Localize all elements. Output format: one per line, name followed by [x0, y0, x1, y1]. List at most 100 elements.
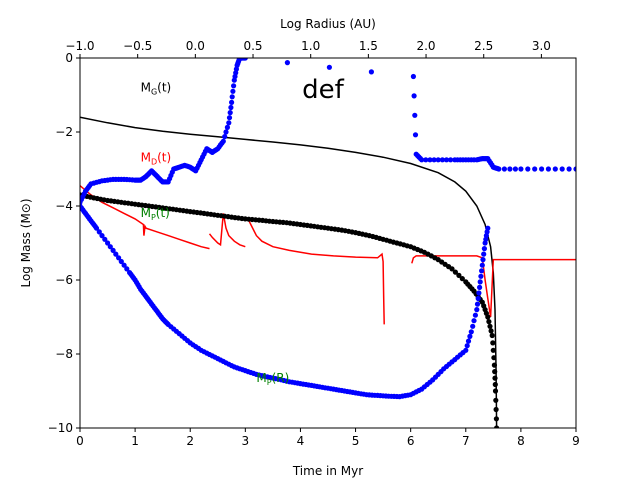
y-tick-label: −10 [48, 421, 73, 435]
x2-tick-label: 1.0 [301, 39, 320, 53]
data-point [96, 229, 102, 235]
data-point [368, 69, 374, 75]
x2-tick-label: −0.5 [123, 39, 152, 53]
series-1 [80, 185, 576, 325]
data-point [110, 247, 116, 253]
x2-tick-label: 3.0 [532, 39, 551, 53]
y-tick-label: −4 [55, 199, 73, 213]
data-point [113, 251, 119, 257]
data-point [439, 157, 445, 163]
data-point [412, 132, 419, 138]
data-point [485, 225, 491, 231]
data-point [226, 120, 232, 126]
data-point [431, 157, 437, 163]
data-point [477, 279, 483, 285]
x2-tick-label: 2.5 [474, 39, 493, 53]
data-point [493, 416, 499, 422]
data-point [435, 157, 441, 163]
data-point [99, 233, 105, 239]
data-point [118, 258, 124, 265]
data-point [456, 272, 462, 278]
data-point [479, 262, 485, 268]
data-point [465, 338, 472, 344]
data-point [227, 110, 233, 116]
data-point [223, 129, 229, 135]
plot-series-layer [80, 58, 576, 428]
data-point [471, 318, 477, 324]
data-point [512, 166, 519, 172]
data-point [463, 347, 469, 353]
data-point [410, 73, 416, 80]
data-point [501, 166, 507, 172]
data-point [443, 157, 450, 163]
data-point [559, 166, 565, 172]
series-annotation: MG(t) [141, 80, 172, 96]
data-point [475, 295, 481, 302]
data-point [468, 329, 474, 335]
y-tick-label: 0 [65, 51, 73, 65]
data-point [326, 64, 332, 70]
x2-tick-label: −1.0 [65, 39, 94, 53]
data-point [532, 166, 538, 172]
data-point [93, 225, 100, 231]
axes-layer: 0 1 2 3 4 5 6 7 8 9 0 −2 −4 −6 −8 −10 −1.0 −0.5 0.0 0.5 1.0 1… [48, 39, 580, 448]
data-point [507, 166, 513, 172]
data-point [474, 301, 481, 307]
series-line [247, 218, 385, 325]
data-point [419, 157, 425, 163]
data-point [489, 332, 495, 339]
data-point [488, 328, 494, 334]
data-point [220, 138, 226, 144]
series-4 [80, 58, 576, 205]
data-point [231, 83, 237, 89]
panel-label: def [302, 75, 345, 105]
series-2 [80, 192, 500, 428]
data-point [492, 388, 499, 394]
x-tick-label: 5 [352, 434, 360, 448]
annotation-layer: MG(t) MD(t) MP(t) MP(R) [141, 80, 290, 387]
data-point [491, 355, 497, 361]
data-point [493, 406, 499, 413]
data-point [545, 166, 552, 172]
series-annotation: MP(t) [141, 206, 170, 222]
data-point [476, 290, 482, 296]
x2-tick-label: 0.0 [186, 39, 205, 53]
data-point [479, 268, 485, 274]
x-tick-label: 6 [407, 434, 415, 448]
data-point [228, 104, 234, 111]
data-point [449, 266, 455, 272]
x-tick-label: 4 [297, 434, 305, 448]
data-point [105, 240, 111, 246]
y-axis-label: Log Mass (M⊙) [19, 198, 33, 287]
data-point [566, 166, 572, 172]
x2-tick-label: 0.5 [243, 39, 262, 53]
data-point [467, 333, 473, 339]
series-line [80, 116, 498, 428]
data-point [107, 244, 113, 250]
data-point [226, 115, 233, 121]
data-point [229, 99, 235, 105]
y-tick-label: −2 [55, 125, 73, 139]
data-point [490, 340, 496, 346]
data-point [481, 251, 487, 257]
data-point [121, 262, 127, 268]
data-point [491, 362, 497, 368]
y-tick-label: −8 [55, 347, 73, 361]
x-tick-label: 1 [131, 434, 139, 448]
x2-tick-label: 2.0 [416, 39, 435, 53]
data-point [116, 255, 122, 261]
x-tick-label: 9 [572, 434, 580, 448]
data-point [480, 257, 486, 263]
data-point [412, 112, 418, 118]
series-annotation: MP(R) [256, 371, 289, 387]
data-point [492, 369, 498, 375]
data-point [552, 166, 558, 172]
data-point [224, 124, 230, 130]
plot-frame [79, 57, 577, 429]
series-line [80, 185, 210, 250]
data-point [490, 347, 496, 353]
data-point [487, 323, 493, 329]
data-point [448, 157, 454, 163]
data-point [493, 397, 499, 403]
